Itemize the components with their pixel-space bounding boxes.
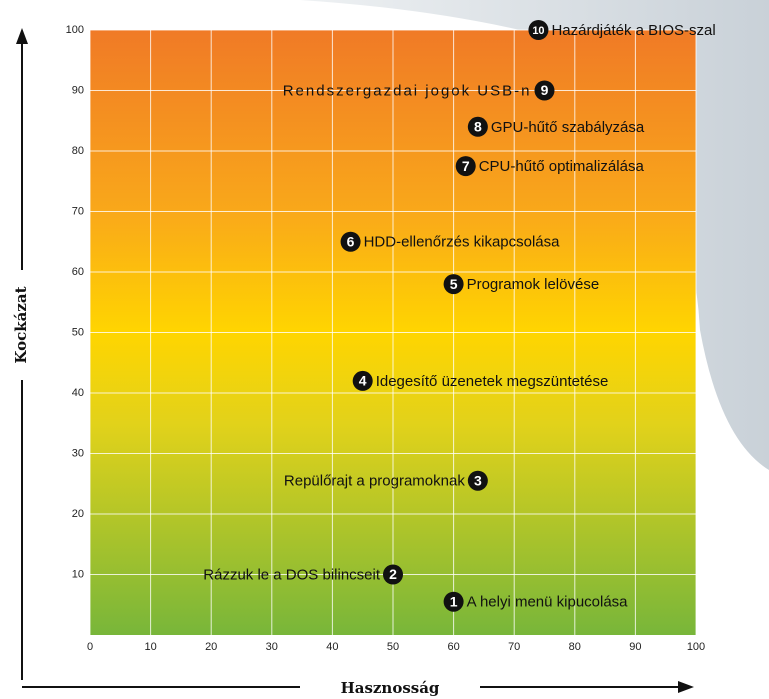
x-tick-label: 80 (569, 641, 581, 653)
arrow-head (16, 28, 28, 44)
point-label: Programok lelövése (467, 276, 600, 293)
y-tick-label: 70 (72, 205, 84, 217)
point-label: HDD-ellenőrzés kikapcsolása (364, 234, 561, 251)
x-tick-label: 20 (205, 641, 217, 653)
marker (467, 116, 488, 137)
arrow-head (678, 681, 694, 693)
marker-number: 3 (474, 472, 482, 488)
marker-number: 1 (450, 593, 458, 609)
x-tick-label: 100 (687, 641, 705, 653)
marker-number: 2 (389, 566, 397, 582)
marker (443, 274, 464, 295)
y-axis-label: Kockázat (12, 286, 30, 363)
x-tick-label: 60 (447, 641, 459, 653)
marker-number: 4 (359, 373, 367, 389)
marker (528, 20, 549, 40)
point-label: Idegesítő üzenetek megszüntetése (376, 373, 609, 390)
marker-number: 9 (541, 82, 549, 98)
point-label: Hazárdjáték a BIOS-szal (551, 22, 715, 39)
x-tick-label: 40 (326, 641, 338, 653)
x-tick-label: 30 (266, 641, 278, 653)
point-label: Rendszergazdai jogok USB-n (283, 82, 532, 99)
marker-number: 5 (450, 276, 458, 292)
marker (383, 564, 403, 585)
point-label: Repülőrajt a programoknak (284, 473, 465, 490)
y-tick-label: 100 (66, 24, 84, 36)
y-tick-label: 10 (72, 568, 84, 580)
y-tick-label: 90 (72, 84, 84, 96)
y-tick-label: 20 (72, 508, 84, 520)
marker (352, 370, 373, 391)
marker (467, 470, 488, 491)
marker (455, 156, 476, 177)
point-label: CPU-hűtő optimalizálása (479, 158, 645, 175)
x-tick-label: 10 (144, 641, 156, 653)
marker (534, 80, 555, 101)
marker-number: 7 (462, 158, 470, 174)
y-tick-label: 60 (72, 266, 84, 278)
marker-number: 8 (474, 119, 482, 135)
x-tick-label: 90 (629, 641, 641, 653)
point-label: Rázzuk le a DOS bilincseit (203, 566, 381, 583)
point-label: A helyi menü kipucolása (467, 594, 629, 611)
label-bg (12, 270, 32, 380)
marker (340, 231, 361, 252)
y-tick-label: 50 (72, 326, 84, 338)
marker (443, 591, 464, 612)
point-label: GPU-hűtő szabályzása (491, 119, 645, 136)
x-tick-label: 70 (508, 641, 520, 653)
x-tick-label: 0 (87, 641, 93, 653)
y-tick-label: 40 (72, 387, 84, 399)
y-tick-label: 30 (72, 447, 84, 459)
x-tick-label: 50 (387, 641, 399, 653)
marker-number: 6 (347, 233, 355, 249)
marker-number: 10 (532, 25, 544, 37)
x-axis-label: Hasznosság (341, 679, 440, 697)
y-tick-label: 80 (72, 145, 84, 157)
